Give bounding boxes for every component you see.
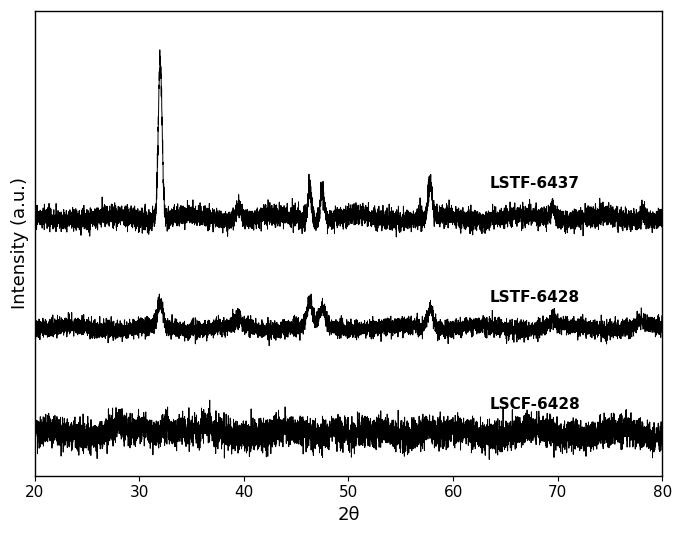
Text: LSTF-6437: LSTF-6437 — [490, 175, 580, 190]
Text: LSTF-6428: LSTF-6428 — [490, 289, 580, 304]
X-axis label: 2θ: 2θ — [337, 506, 360, 524]
Text: LSCF-6428: LSCF-6428 — [490, 398, 581, 412]
Y-axis label: Intensity (a.u.): Intensity (a.u.) — [11, 178, 29, 309]
